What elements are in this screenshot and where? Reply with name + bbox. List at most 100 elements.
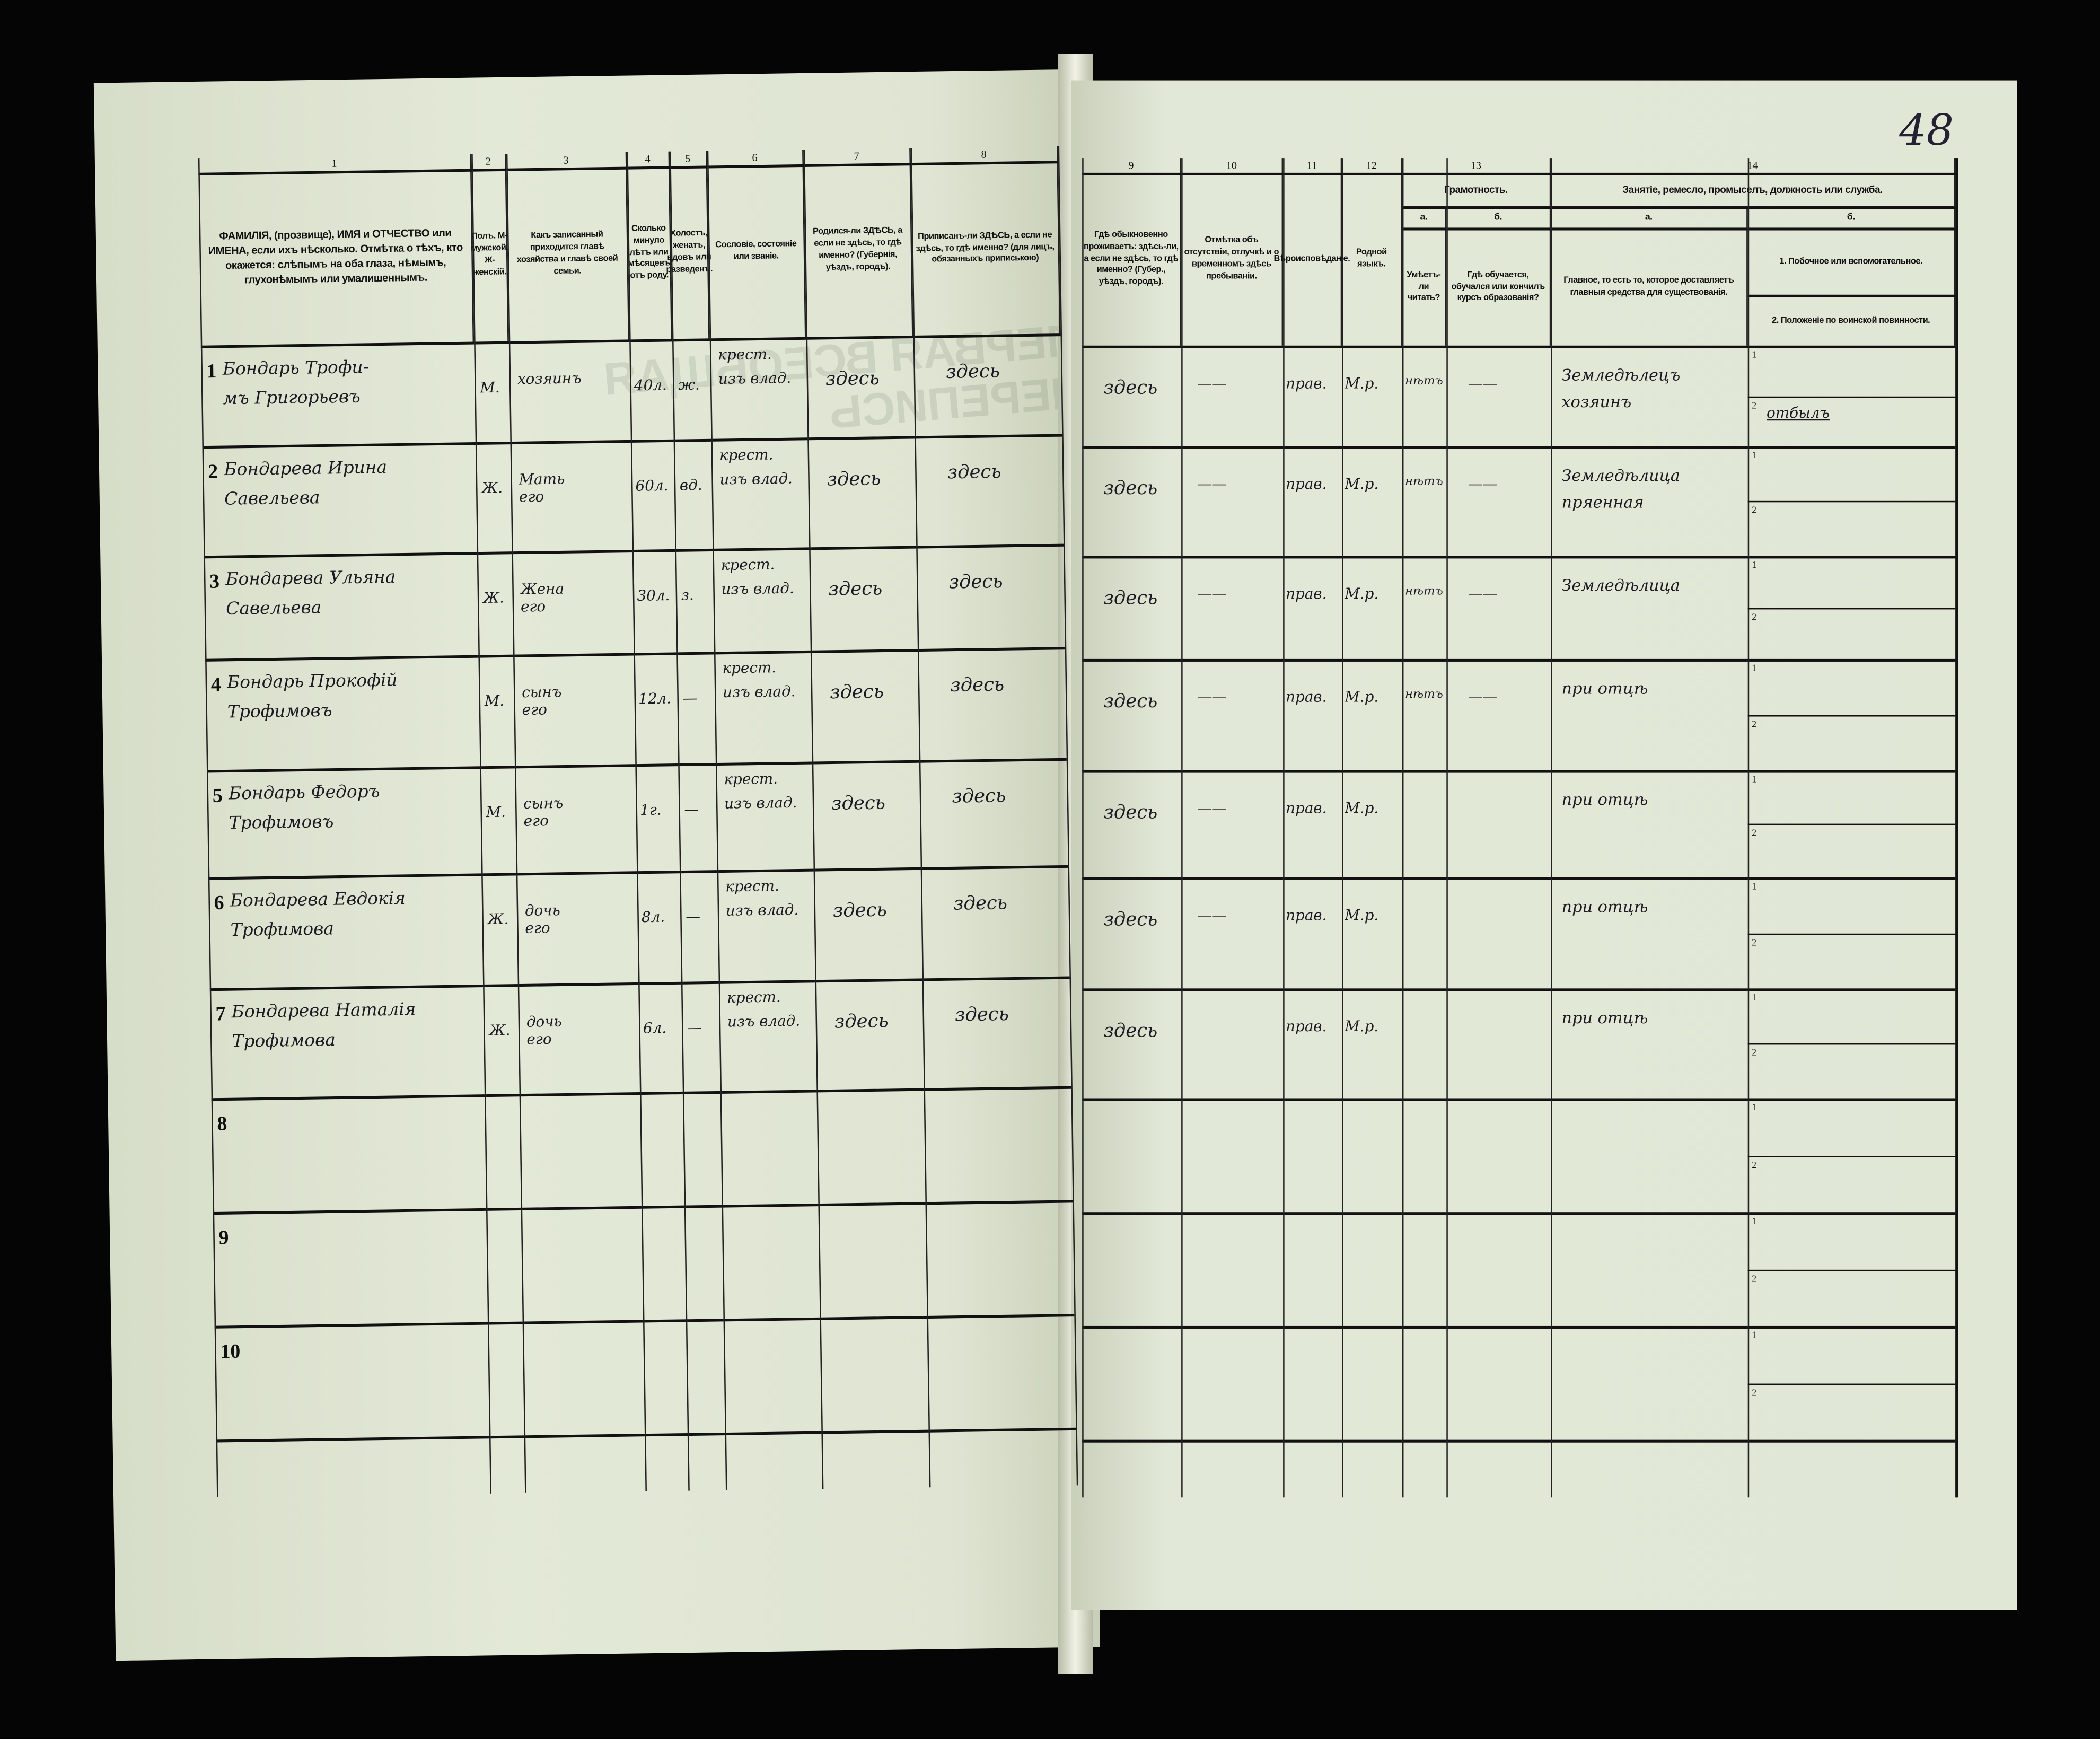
main-occupation: при отцѣ	[1561, 897, 1648, 916]
native-language: М.р.	[1345, 1017, 1379, 1035]
usual-residence: здесь	[1103, 909, 1158, 931]
subrow-rule	[1747, 1156, 1956, 1157]
subrow-label: 2	[1752, 719, 1757, 730]
registered-place: здесь	[953, 893, 1008, 915]
row-rule	[1082, 446, 1956, 449]
subrow-label: 2	[1752, 1387, 1757, 1399]
row-rule	[1082, 556, 1956, 559]
usual-residence: здесь	[1103, 377, 1158, 399]
subrow-label: 1	[1752, 992, 1757, 1004]
usual-residence: здесь	[1103, 588, 1158, 610]
row-number: 10	[220, 1341, 241, 1364]
relation-to-head: сынъ его	[521, 683, 562, 719]
subrow-label: 1	[1752, 1216, 1757, 1227]
native-language: М.р.	[1345, 800, 1379, 817]
main-occupation: при отцѣ	[1561, 790, 1648, 809]
person-name: Бондарева Евдокія Трофимова	[230, 889, 406, 942]
education: ——	[1468, 585, 1498, 603]
subrow-rule	[1747, 396, 1956, 398]
education: ——	[1468, 475, 1498, 493]
column-header: Гдѣ обучается, обучался или кончилъ курс…	[1446, 230, 1551, 346]
row-number: 3	[209, 572, 220, 593]
marital-status: ж.	[678, 376, 700, 394]
registered-place: здесь	[945, 361, 1000, 384]
row-rule	[1082, 770, 1956, 773]
column-header: Главное, то есть то, которое доставляетъ…	[1551, 230, 1748, 346]
subrow-label: 1	[1752, 1102, 1757, 1113]
column-group-header: Занятіе, ремесло, промыселъ, должность и…	[1551, 174, 1956, 209]
column-header: Какъ записанный приходится главѣ хозяйст…	[506, 168, 630, 341]
column-rule	[1342, 158, 1343, 1498]
relation-to-head: Мать его	[519, 470, 565, 506]
column-header: Гдѣ обыкновенно проживаетъ: здѣсь-ли, а …	[1082, 174, 1182, 346]
subrow-label: 1	[1752, 881, 1757, 892]
column-number: 11	[1283, 158, 1342, 174]
right-page	[1071, 80, 2017, 1610]
native-language: М.р.	[1345, 585, 1379, 603]
person-name: Бондарева Ирина Савельева	[224, 458, 388, 510]
age: 6л.	[643, 1019, 667, 1038]
subrow-rule	[1747, 933, 1956, 935]
column-header: Полъ. М-мужской. Ж-женскій.	[471, 170, 509, 342]
subrow-rule	[1747, 500, 1956, 503]
subrow-rule	[1747, 715, 1956, 717]
absence-note: ——	[1197, 475, 1227, 493]
column-header: Вѣроисповѣданіе.	[1273, 174, 1350, 346]
table-top-rule	[1082, 172, 1956, 175]
religion: прав.	[1286, 688, 1327, 706]
usual-residence: здесь	[1103, 478, 1158, 500]
column-header: Умѣетъ-ли читать?	[1402, 230, 1447, 346]
estate: крест. изъ влад.	[720, 556, 794, 599]
column-sublabel: а.	[1551, 209, 1748, 231]
person-name: Бондарь Трофи- мъ Григорьевъ	[222, 358, 370, 410]
main-occupation: Земледѣлица	[1561, 576, 1680, 595]
column-rule	[1551, 158, 1552, 1498]
column-rule	[1082, 158, 1084, 1498]
native-language: М.р.	[1345, 475, 1379, 493]
age: 30л.	[637, 586, 670, 605]
column-header: Отмѣтка объ отсутствіи, отлучкѣ и о врем…	[1181, 174, 1284, 346]
column-rule	[1747, 158, 1750, 1498]
row-number: 2	[207, 462, 218, 484]
native-language: М.р.	[1345, 375, 1379, 393]
person-name: Бондарь Федоръ Трофимовъ	[228, 782, 380, 835]
marital-status: —	[686, 908, 701, 926]
subrow-label: 2	[1752, 1160, 1757, 1171]
column-sublabel: б.	[1446, 209, 1551, 231]
estate: крест. изъ влад.	[722, 658, 796, 701]
relation-to-head: Жена его	[520, 580, 565, 616]
age: 8л.	[641, 908, 665, 926]
column-number: 2	[471, 153, 507, 171]
row-rule	[1082, 658, 1956, 662]
main-occupation: Земледѣлецъ хозяинъ	[1561, 365, 1681, 411]
row-rule	[1082, 1439, 1956, 1443]
person-name: Бондарь Прокофій Трофимовъ	[226, 671, 398, 723]
column-sublabel: б.	[1747, 209, 1956, 231]
marital-status: —	[687, 1018, 702, 1037]
row-number: 4	[210, 674, 222, 697]
age: 1г.	[639, 801, 662, 819]
literacy: нѣтъ	[1404, 375, 1443, 389]
subrow-label: 1	[1752, 349, 1757, 361]
religion: прав.	[1286, 585, 1327, 603]
column-header: Сословіе, состояніе или званіе.	[707, 165, 806, 339]
row-rule	[1082, 1098, 1956, 1101]
estate: крест. изъ влад.	[725, 877, 799, 920]
column-rule	[1446, 158, 1448, 1498]
column-number: 4	[627, 151, 670, 169]
row-number: 7	[215, 1004, 226, 1026]
absence-note: ——	[1197, 585, 1227, 603]
marital-status: з.	[681, 586, 695, 604]
sex: М.	[480, 379, 500, 397]
registered-place: здесь	[947, 461, 1001, 484]
page-number: 48	[1899, 104, 1954, 156]
sex: М.	[486, 803, 506, 821]
religion: прав.	[1286, 800, 1327, 817]
person-name: Бондарева Ульяна Савельева	[225, 568, 396, 620]
sex: Ж.	[481, 479, 503, 497]
sex: Ж.	[487, 910, 509, 928]
age: 40л.	[634, 376, 667, 394]
age: 60л.	[635, 477, 669, 495]
birthplace: здесь	[827, 468, 881, 491]
